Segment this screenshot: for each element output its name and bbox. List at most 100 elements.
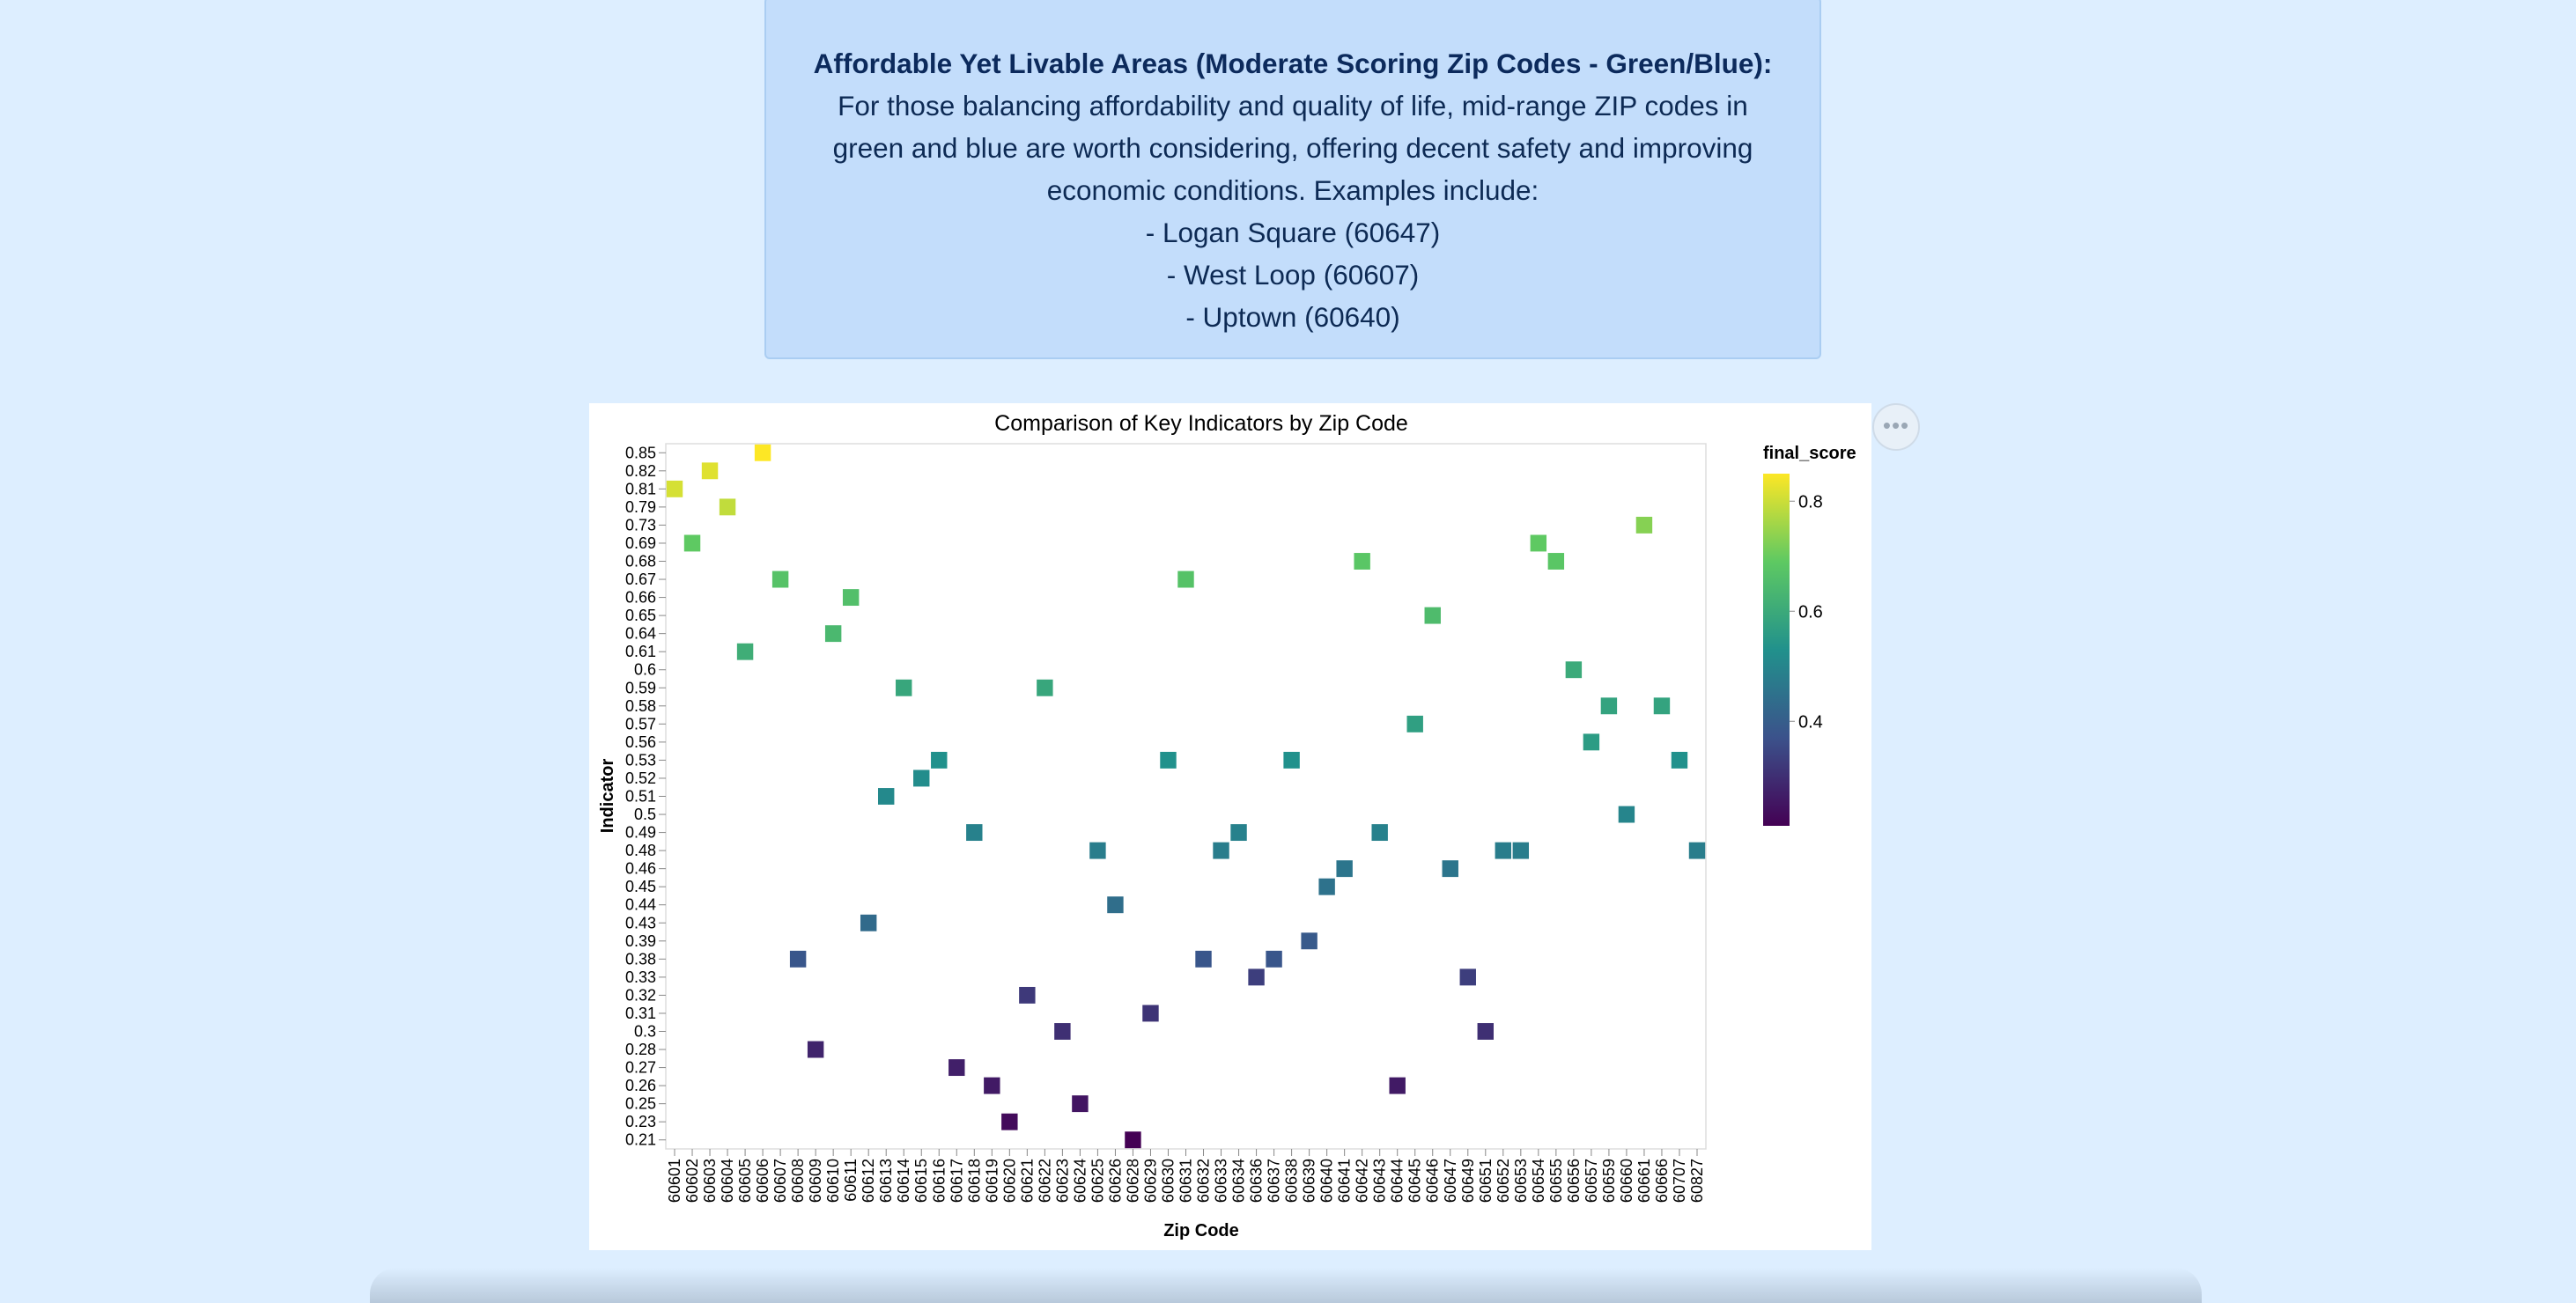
heatmap-cell[interactable]	[1318, 878, 1335, 895]
x-tick-label: 60633	[1213, 1159, 1230, 1203]
callout-line: green and blue are worth considering, of…	[832, 132, 1753, 164]
heatmap-cell[interactable]	[807, 1041, 824, 1058]
x-tick-label: 60616	[930, 1159, 948, 1203]
heatmap-cell[interactable]	[1406, 715, 1423, 732]
heatmap-cell[interactable]	[1354, 553, 1370, 570]
heatmap-cell[interactable]	[824, 625, 842, 643]
heatmap-cell[interactable]	[754, 444, 771, 461]
x-tick-label: 60653	[1512, 1159, 1530, 1203]
x-tick-label: 60621	[1018, 1159, 1036, 1203]
x-axis: 60601 60602 60603 60604 60605 60606 60607 60608…	[666, 1149, 1706, 1203]
x-tick-label: 60634	[1230, 1159, 1248, 1203]
x-tick-label: 60707	[1671, 1159, 1688, 1203]
heatmap-cell[interactable]	[1635, 516, 1653, 534]
heatmap-cell[interactable]	[1142, 1005, 1159, 1022]
heatmap-cell[interactable]	[1389, 1077, 1406, 1094]
heatmap-cell[interactable]	[1195, 950, 1212, 968]
heatmap-cell[interactable]	[896, 679, 912, 696]
heatmap-cell[interactable]	[1125, 1131, 1141, 1149]
heatmap-cell[interactable]	[1459, 968, 1476, 986]
heatmap-cell[interactable]	[1001, 1113, 1018, 1130]
heatmap-cell[interactable]	[1565, 661, 1583, 679]
heatmap-cell[interactable]	[1230, 824, 1247, 842]
chart-title: Comparison of Key Indicators by Zip Code	[994, 411, 1408, 436]
heatmap-cell[interactable]	[1177, 571, 1194, 588]
x-tick-label: 60827	[1688, 1159, 1706, 1203]
heatmap-cell[interactable]	[1442, 860, 1458, 878]
y-tick-label: 0.73	[625, 516, 656, 534]
x-tick-label: 60626	[1106, 1159, 1124, 1203]
x-tick-label: 60603	[701, 1159, 719, 1203]
heatmap-cell[interactable]	[948, 1059, 965, 1077]
heatmap-cell[interactable]	[789, 950, 807, 968]
heatmap-cell[interactable]	[1653, 697, 1671, 715]
heatmap-cell[interactable]	[1266, 950, 1282, 968]
x-tick-label: 60623	[1053, 1159, 1071, 1203]
heatmap-cell[interactable]	[842, 589, 860, 607]
heatmap-cell[interactable]	[1371, 824, 1388, 842]
heatmap-cell[interactable]	[701, 462, 719, 480]
heatmap-cell[interactable]	[1248, 968, 1265, 986]
heatmap-cell[interactable]	[1671, 751, 1688, 769]
heatmap-cell[interactable]	[1618, 806, 1635, 823]
y-tick-label: 0.23	[625, 1113, 656, 1130]
heatmap-cell[interactable]	[1072, 1095, 1089, 1113]
heatmap-cell[interactable]	[1530, 534, 1547, 552]
x-tick-label: 60608	[789, 1159, 807, 1203]
y-tick-label: 0.51	[625, 788, 656, 806]
heatmap-cell[interactable]	[966, 824, 983, 842]
heatmap-cell[interactable]	[771, 571, 789, 588]
x-tick-label: 60617	[948, 1159, 965, 1203]
heatmap-cell[interactable]	[1160, 751, 1177, 769]
heatmap-chart: Comparison of Key Indicators by Zip Code…	[598, 411, 1856, 1240]
y-tick-label: 0.27	[625, 1059, 656, 1077]
heatmap-cell[interactable]	[1583, 733, 1600, 751]
heatmap-cell[interactable]	[1037, 679, 1053, 696]
heatmap-cell[interactable]	[1477, 1023, 1494, 1040]
heatmap-cell[interactable]	[1107, 896, 1124, 914]
heatmap-cell[interactable]	[683, 534, 701, 552]
y-tick-label: 0.58	[625, 697, 656, 715]
y-tick-label: 0.44	[625, 896, 656, 914]
y-tick-label: 0.56	[625, 733, 656, 751]
heatmap-cell[interactable]	[1213, 842, 1229, 859]
heatmap-cell[interactable]	[1424, 607, 1441, 624]
heatmap-cell[interactable]	[1283, 751, 1300, 769]
heatmap-cell[interactable]	[1301, 932, 1318, 950]
y-tick-label: 0.5	[634, 806, 656, 823]
x-tick-label: 60656	[1565, 1159, 1583, 1203]
heatmap-cell[interactable]	[1512, 842, 1530, 859]
heatmap-cell[interactable]	[1336, 860, 1353, 878]
chart-actions-button[interactable]: •••	[1872, 403, 1920, 451]
heatmap-cell[interactable]	[878, 788, 895, 805]
heatmap-cell[interactable]	[984, 1077, 1000, 1094]
y-axis-title: Indicator	[598, 759, 617, 834]
x-tick-label: 60644	[1389, 1159, 1406, 1203]
heatmap-cell[interactable]	[1089, 842, 1106, 859]
heatmap-cell[interactable]	[719, 498, 736, 516]
heatmap-cell[interactable]	[666, 480, 683, 497]
heatmap-cell[interactable]	[1495, 842, 1512, 859]
heatmap-cells	[666, 444, 1706, 1149]
heatmap-cell[interactable]	[931, 751, 948, 769]
heatmap-cell[interactable]	[1019, 986, 1036, 1004]
x-tick-label: 60655	[1547, 1159, 1565, 1203]
x-tick-label: 60661	[1635, 1159, 1653, 1203]
x-tick-label: 60645	[1406, 1159, 1424, 1203]
x-tick-label: 60660	[1618, 1159, 1635, 1203]
y-tick-label: 0.31	[625, 1005, 656, 1022]
heatmap-cell[interactable]	[913, 769, 930, 787]
y-tick-label: 0.25	[625, 1095, 656, 1113]
heatmap-cell[interactable]	[1600, 697, 1618, 715]
x-tick-label: 60601	[666, 1159, 683, 1203]
heatmap-cell[interactable]	[736, 643, 754, 660]
heatmap-cell[interactable]	[1688, 842, 1706, 859]
heatmap-cell[interactable]	[1547, 553, 1565, 570]
callout-heading: Affordable Yet Livable Areas (Moderate S…	[813, 48, 1773, 79]
ellipsis-icon: •••	[1882, 412, 1910, 438]
y-tick-label: 0.32	[625, 986, 656, 1004]
x-tick-label: 60604	[719, 1159, 736, 1203]
y-tick-label: 0.66	[625, 589, 656, 607]
heatmap-cell[interactable]	[1054, 1023, 1071, 1040]
heatmap-cell[interactable]	[860, 914, 877, 931]
